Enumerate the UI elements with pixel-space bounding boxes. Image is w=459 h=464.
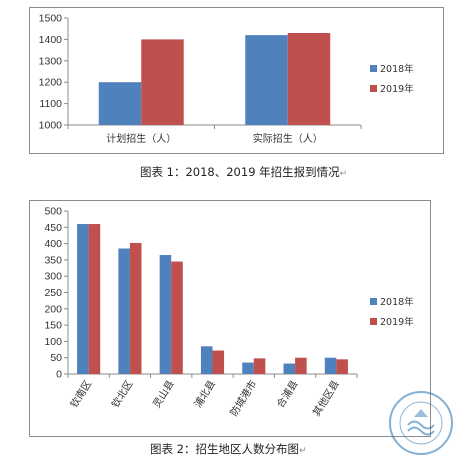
chart-1-frame: 1000 1100 1200 1300 1400 1500 计划招生（人） 实际招生（人） 20… (29, 7, 444, 154)
y-tick-label: 0 (56, 369, 62, 381)
bar (212, 350, 225, 374)
return-mark: ↵ (339, 169, 348, 179)
bar (77, 224, 89, 374)
bar (171, 261, 183, 374)
y-tick-label: 350 (44, 254, 62, 266)
y-tick-label: 400 (44, 238, 62, 250)
bar (336, 359, 348, 374)
bar (253, 358, 266, 374)
legend-label: 2018年 (380, 63, 414, 75)
bar (245, 35, 288, 125)
y-tick-label: 1400 (39, 34, 63, 46)
bar (129, 242, 142, 374)
bar (98, 82, 142, 125)
x-tick-label: 合浦县 (274, 378, 301, 410)
x-tick-label: 钦北区 (109, 378, 135, 410)
legend-label: 2019年 (380, 83, 414, 95)
chart-2-svg: 0 50 100 150 200 250 300 350 400 450 500 钦南区 钦北区 灵山县浦… (44, 206, 414, 419)
bar (118, 248, 130, 374)
x-tick-label: 浦北县 (191, 378, 218, 410)
bar (159, 255, 172, 374)
y-tick-label: 250 (44, 287, 62, 299)
bar (287, 32, 331, 126)
x-tick-label: 其他区县 (310, 378, 342, 419)
bar (88, 224, 101, 374)
x-tick-label: 钦南区 (67, 378, 94, 410)
bar (324, 357, 337, 374)
chart-1-caption-text: 图表 1：2018、2019 年招生报到情况 (140, 165, 340, 179)
legend-label: 2019年 (380, 316, 414, 328)
x-tick-label: 灵山县 (151, 378, 177, 410)
legend-swatch (370, 318, 377, 325)
x-tick-label: 防城港市 (227, 378, 259, 419)
school-seal-watermark-icon (389, 391, 453, 455)
y-tick-label: 500 (44, 206, 62, 218)
chart-2-caption-text: 图表 2：招生地区人数分布图 (150, 442, 299, 456)
x-tick-label: 实际招生（人） (253, 132, 323, 145)
chart-1-svg: 1000 1100 1200 1300 1400 1500 计划招生（人） 实际招生（人） 20… (39, 13, 415, 146)
y-tick-label: 1300 (39, 55, 63, 67)
y-tick-label: 100 (44, 336, 62, 348)
y-tick-label: 1100 (39, 98, 62, 110)
y-tick-label: 200 (44, 303, 62, 315)
y-tick-label: 450 (44, 222, 62, 234)
bar (283, 363, 296, 374)
chart-2-frame: 0 50 100 150 200 250 300 350 400 450 500 钦南区 钦北区 灵山县浦… (29, 200, 431, 437)
bar (242, 362, 254, 374)
legend-swatch (370, 65, 377, 72)
chart-1-caption: 图表 1：2018、2019 年招生报到情况↵ (140, 164, 347, 180)
bar (295, 357, 307, 374)
legend-swatch (370, 298, 377, 305)
bar (141, 39, 184, 125)
y-tick-label: 1000 (39, 120, 63, 132)
legend-swatch (370, 85, 377, 92)
legend-label: 2018年 (380, 296, 414, 308)
x-tick-label: 计划招生（人） (106, 132, 176, 145)
y-tick-label: 150 (44, 320, 62, 332)
y-tick-label: 1200 (39, 77, 63, 89)
return-mark: ↵ (298, 446, 307, 456)
chart-2-caption: 图表 2：招生地区人数分布图↵ (150, 441, 307, 457)
y-tick-label: 1500 (39, 13, 63, 25)
y-tick-label: 300 (44, 271, 62, 283)
y-tick-label: 50 (50, 352, 62, 364)
bar (200, 346, 213, 374)
